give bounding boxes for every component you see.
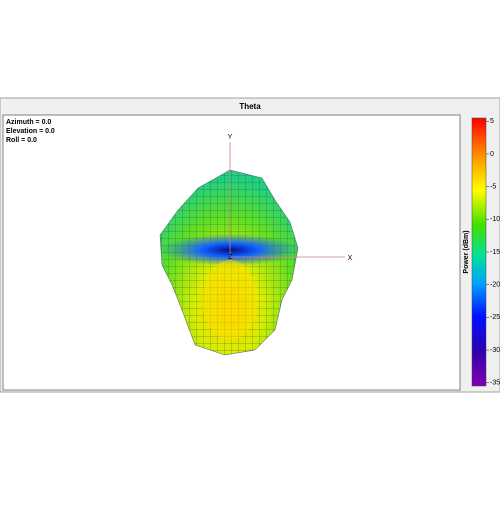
colorbar-label: Power (dBm) [463, 230, 470, 273]
colorbar-tick-label: -5 [490, 183, 496, 190]
window-title: Theta [239, 102, 261, 111]
colorbar [471, 117, 487, 387]
view-setting: Azimuth = 0.0 [6, 119, 51, 126]
colorbar-tick-label: -15 [490, 249, 500, 256]
colorbar-tick-label: -20 [490, 282, 500, 289]
view-setting: Elevation = 0.0 [6, 128, 55, 135]
colorbar-tick-label: -25 [490, 314, 500, 321]
colorbar-tick-label: -10 [490, 216, 500, 223]
axis-label-x: X [348, 255, 353, 262]
view-info: Azimuth = 0.0 Elevation = 0.0 Roll = 0.0 [6, 119, 55, 144]
colorbar-tick-label: -30 [490, 347, 500, 354]
colorbar-tick-label: -35 [490, 380, 500, 387]
colorbar-tick-label: 5 [490, 118, 494, 125]
colorbar-tick-label: 0 [490, 151, 494, 158]
axis-label-z: Z [228, 254, 233, 261]
colorbar-ticks: 5 0 -5 -10 -15 -20 -25 -30 -35 [486, 118, 500, 387]
view-setting: Roll = 0.0 [6, 137, 37, 144]
axes [229, 142, 345, 258]
axis-label-y: Y [228, 134, 233, 141]
